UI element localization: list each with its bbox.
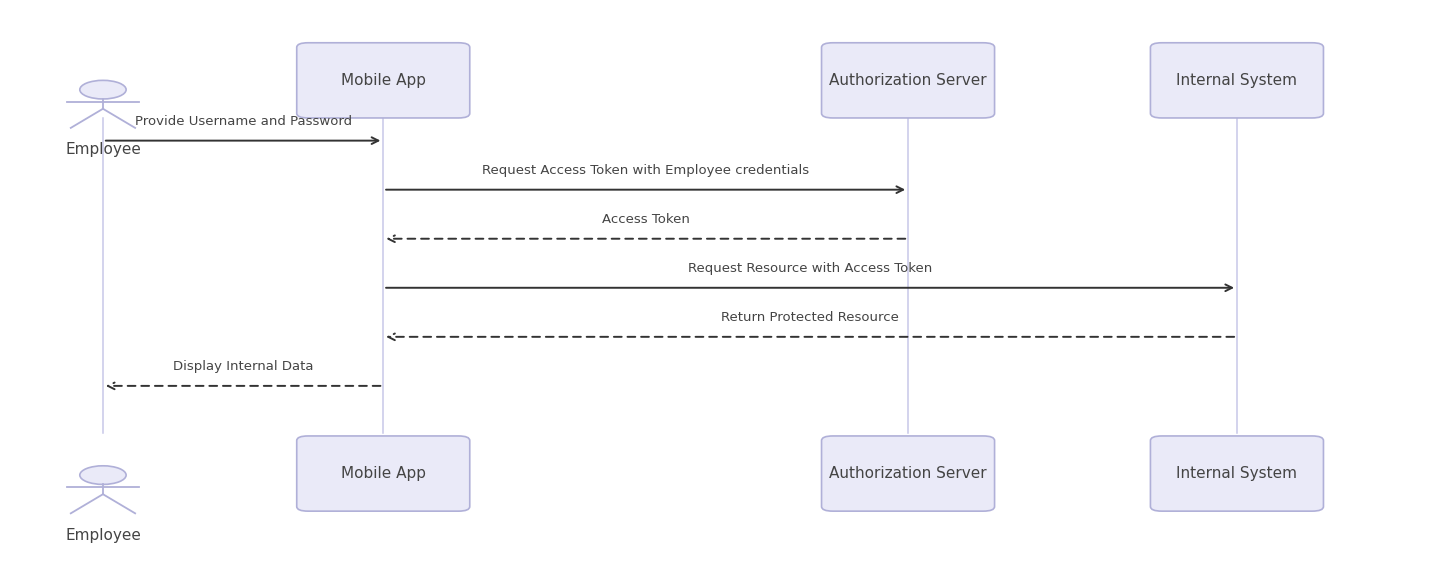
FancyBboxPatch shape (297, 436, 469, 511)
FancyBboxPatch shape (297, 43, 469, 118)
FancyBboxPatch shape (821, 43, 995, 118)
Circle shape (80, 466, 126, 484)
Text: Mobile App: Mobile App (340, 466, 426, 481)
FancyBboxPatch shape (1150, 436, 1324, 511)
Text: Employee: Employee (64, 528, 142, 543)
Text: Return Protected Resource: Return Protected Resource (721, 311, 899, 324)
Text: Mobile App: Mobile App (340, 73, 426, 88)
Text: Request Access Token with Employee credentials: Request Access Token with Employee crede… (482, 164, 809, 177)
Text: Authorization Server: Authorization Server (829, 466, 987, 481)
Text: Provide Username and Password: Provide Username and Password (134, 115, 352, 128)
Text: Employee: Employee (64, 142, 142, 157)
Text: Internal System: Internal System (1177, 466, 1297, 481)
Text: Request Resource with Access Token: Request Resource with Access Token (688, 262, 932, 275)
FancyBboxPatch shape (821, 436, 995, 511)
Text: Display Internal Data: Display Internal Data (173, 360, 313, 373)
Text: Internal System: Internal System (1177, 73, 1297, 88)
FancyBboxPatch shape (1150, 43, 1324, 118)
Circle shape (80, 80, 126, 99)
Text: Access Token: Access Token (602, 213, 689, 226)
Text: Authorization Server: Authorization Server (829, 73, 987, 88)
